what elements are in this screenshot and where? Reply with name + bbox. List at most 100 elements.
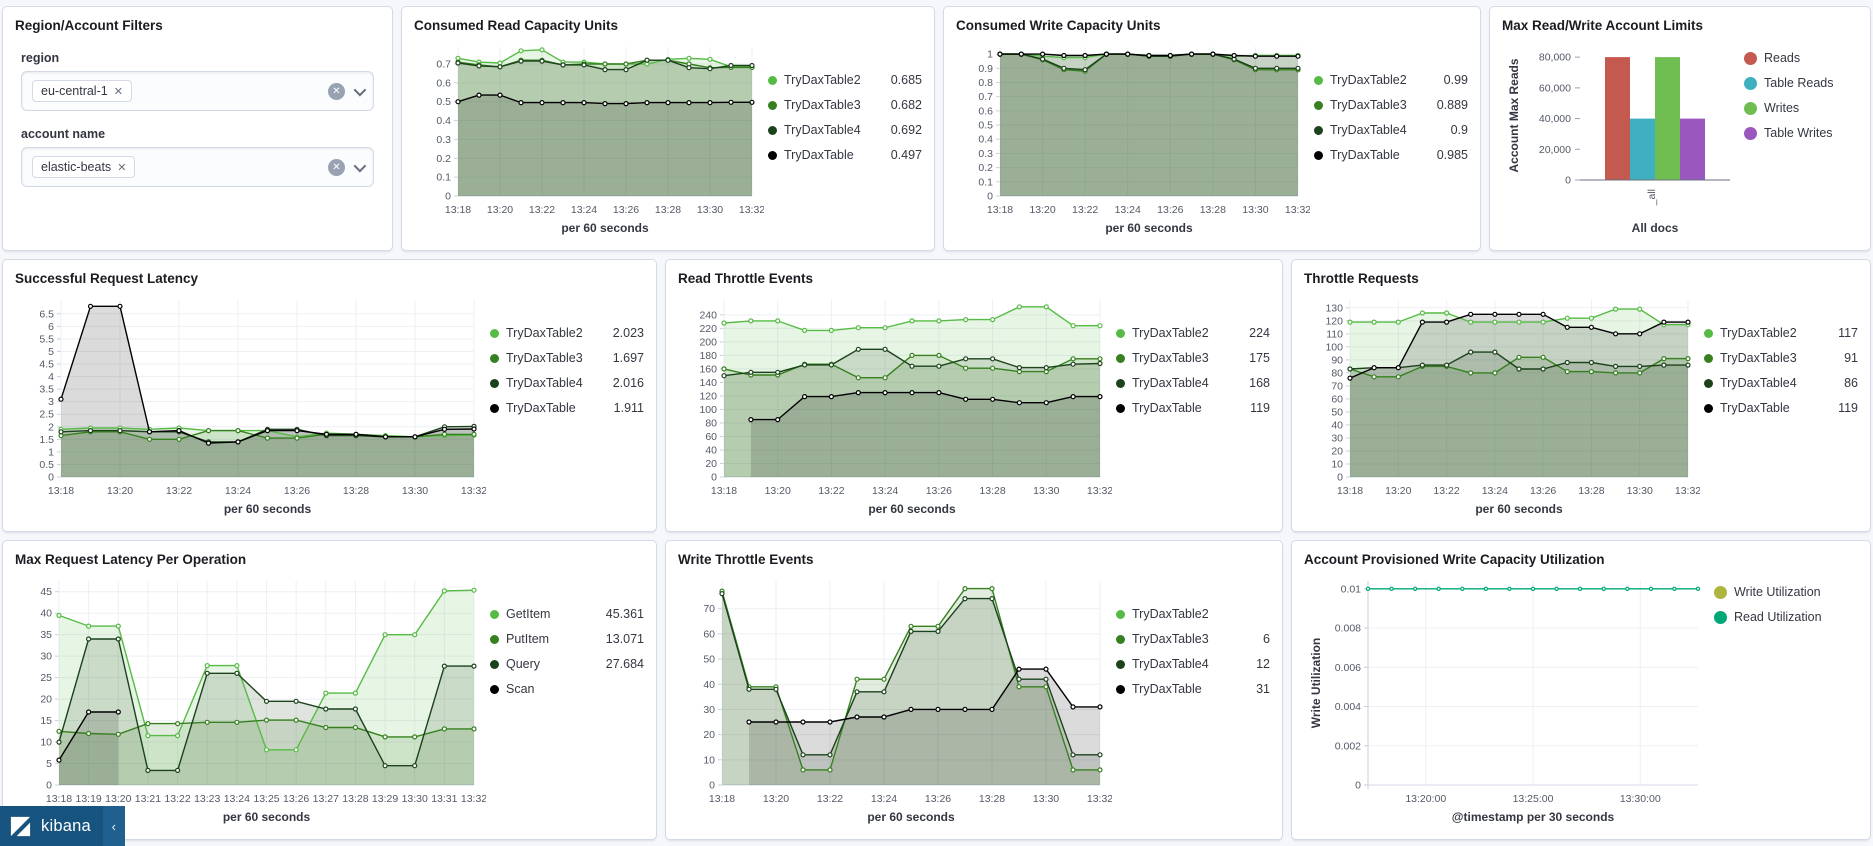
legend-item-trydaxtable[interactable]: TryDaxTable 1.911 [490,401,644,415]
legend-series-label: Writes [1764,101,1800,115]
legend-item-trydaxtable2[interactable]: TryDaxTable2 224 [1116,326,1270,340]
account-filter-chip[interactable]: elastic-beats ✕ [32,156,136,178]
svg-text:@timestamp per 30 seconds: @timestamp per 30 seconds [1452,810,1615,824]
clear-selection-icon[interactable]: ✕ [328,82,345,100]
svg-text:13:20: 13:20 [765,485,791,497]
legend-item-putitem[interactable]: PutItem 13.071 [490,632,644,646]
svg-text:80: 80 [1331,367,1343,379]
legend-item-trydaxtable4[interactable]: TryDaxTable4 2.016 [490,376,644,390]
svg-text:Write Utilization: Write Utilization [1309,638,1323,728]
region-filter-chip[interactable]: eu-central-1 ✕ [32,80,132,102]
successful-request-latency-chart[interactable]: 0 0.5 1 1.5 2 2.5 3 3.5 4 4.5 5 5.5 6 6.5 13:18 13:20 13… [15,288,486,521]
svg-text:130: 130 [1325,302,1343,314]
write-capacity-utilization-chart[interactable]: 0 0.002 0.004 0.006 0.008 0.01 13:20:00 13:25:0… [1304,569,1710,829]
svg-text:0: 0 [711,472,717,484]
chevron-down-icon[interactable] [353,159,367,172]
svg-text:5: 5 [48,346,54,358]
legend-series-label: Table Reads [1764,76,1834,90]
legend-item-reads[interactable]: Reads [1744,51,1858,65]
legend-series-label: TryDaxTable2 [506,326,583,340]
legend-item-trydaxtable3[interactable]: TryDaxTable3 0.682 [768,98,922,112]
svg-text:13:21: 13:21 [135,793,161,805]
clear-selection-icon[interactable]: ✕ [328,158,345,176]
svg-text:_all: _all [1646,189,1658,206]
chart-legend: GetItem 45.361 PutItem 13.071 Query 27.684 Sca… [486,569,644,829]
throttle-requests-chart[interactable]: 0 10 20 30 40 50 60 70 80 90 100 110 120 130 13:18 13:2… [1304,288,1700,521]
svg-text:13:18: 13:18 [987,204,1013,216]
legend-item-trydaxtable4[interactable]: TryDaxTable4 12 [1116,657,1270,671]
legend-item-trydaxtable2[interactable]: TryDaxTable2 [1116,607,1270,621]
legend-item-trydaxtable4[interactable]: TryDaxTable4 0.692 [768,123,922,137]
legend-item-trydaxtable[interactable]: TryDaxTable 119 [1704,401,1858,415]
legend-series-dot [490,328,499,338]
write-throttle-events-chart[interactable]: 0 10 20 30 40 50 60 70 13:18 13:20 13:22 13:24 13:26… [678,569,1112,829]
legend-item-table-reads[interactable]: Table Reads [1744,76,1858,90]
legend-item-trydaxtable4[interactable]: TryDaxTable4 86 [1704,376,1858,390]
legend-series-value: 0.497 [890,148,922,162]
read-throttle-events-chart[interactable]: 0 20 40 60 80 100 120 140 160 180 200 220 240 13:18 13… [678,288,1112,521]
legend-item-trydaxtable3[interactable]: TryDaxTable3 1.697 [490,351,644,365]
svg-text:120: 120 [699,390,717,402]
legend-series-label: TryDaxTable2 [1720,326,1797,340]
svg-text:0.3: 0.3 [978,148,993,160]
svg-text:13:26: 13:26 [1530,485,1556,497]
legend-series-label: TryDaxTable [1720,401,1790,415]
svg-text:1.5: 1.5 [39,434,54,446]
consumed-write-capacity-chart[interactable]: 0 0.1 0.2 0.3 0.4 0.5 0.6 0.7 0.8 0.9 1 13:18 13:20 1… [956,35,1310,240]
legend-item-read-utilization[interactable]: Read Utilization [1714,610,1858,624]
account-chip-label: elastic-beats [41,160,112,174]
legend-item-write-utilization[interactable]: Write Utilization [1714,585,1858,599]
legend-series-dot [1744,76,1757,90]
legend-item-trydaxtable[interactable]: TryDaxTable 119 [1116,401,1270,415]
svg-text:13:31: 13:31 [431,793,457,805]
legend-item-trydaxtable4[interactable]: TryDaxTable4 0.9 [1314,123,1468,137]
legend-series-label: TryDaxTable4 [1720,376,1797,390]
consumed-read-capacity-chart[interactable]: 0 0.1 0.2 0.3 0.4 0.5 0.6 0.7 13:18 13:20 13:22 13:… [414,35,764,240]
legend-series-label: Table Writes [1764,126,1833,140]
svg-text:13:28: 13:28 [1578,485,1604,497]
kibana-logo[interactable]: kibana [0,806,103,846]
legend-item-trydaxtable4[interactable]: TryDaxTable4 168 [1116,376,1270,390]
legend-item-trydaxtable3[interactable]: TryDaxTable3 0.889 [1314,98,1468,112]
svg-text:per 60 seconds: per 60 seconds [223,810,311,824]
legend-series-dot [1116,609,1125,619]
svg-text:13:26: 13:26 [925,793,951,805]
legend-item-trydaxtable2[interactable]: TryDaxTable2 0.99 [1314,73,1468,87]
legend-item-trydaxtable[interactable]: TryDaxTable 0.497 [768,148,922,162]
max-account-limits-chart[interactable]: 0 20,000 40,000 60,000 80,000 _all All docs Acc… [1502,35,1740,240]
svg-text:13:26: 13:26 [1157,204,1183,216]
svg-text:0: 0 [987,191,993,203]
legend-item-scan[interactable]: Scan [490,682,644,696]
chevron-down-icon[interactable] [353,83,367,96]
legend-series-label: Scan [506,682,535,696]
legend-item-trydaxtable2[interactable]: TryDaxTable2 0.685 [768,73,922,87]
legend-item-query[interactable]: Query 27.684 [490,657,644,671]
legend-item-trydaxtable3[interactable]: TryDaxTable3 91 [1704,351,1858,365]
svg-text:13:22: 13:22 [529,204,555,216]
collapse-sidebar-icon[interactable]: ‹ [102,806,125,846]
panel-title: Max Request Latency Per Operation [15,552,247,567]
region-filter-combobox[interactable]: eu-central-1 ✕ ✕ [21,71,374,111]
svg-text:0.1: 0.1 [436,172,451,184]
svg-text:13:18: 13:18 [445,204,471,216]
chip-remove-icon[interactable]: ✕ [117,161,127,174]
max-request-latency-chart[interactable]: 0 5 10 15 20 25 30 35 40 45 13:18 13:19 13:20 13:21 13… [15,569,486,829]
legend-item-trydaxtable3[interactable]: TryDaxTable3 175 [1116,351,1270,365]
chip-remove-icon[interactable]: ✕ [113,85,123,98]
panel-title: Account Provisioned Write Capacity Utili… [1304,552,1605,567]
legend-series-dot [490,659,499,669]
legend-series-dot [1116,403,1125,413]
legend-item-getitem[interactable]: GetItem 45.361 [490,607,644,621]
legend-item-trydaxtable2[interactable]: TryDaxTable2 117 [1704,326,1858,340]
legend-item-writes[interactable]: Writes [1744,101,1858,115]
legend-item-table-writes[interactable]: Table Writes [1744,126,1858,140]
account-filter-combobox[interactable]: elastic-beats ✕ ✕ [21,147,374,187]
legend-series-value: 13.071 [605,632,644,646]
legend-item-trydaxtable[interactable]: TryDaxTable 31 [1116,682,1270,696]
legend-item-trydaxtable[interactable]: TryDaxTable 0.985 [1314,148,1468,162]
kibana-nav-bar[interactable]: kibana ‹ [0,806,125,846]
legend-item-trydaxtable2[interactable]: TryDaxTable2 2.023 [490,326,644,340]
svg-text:0.01: 0.01 [1341,583,1362,595]
legend-item-trydaxtable3[interactable]: TryDaxTable3 6 [1116,632,1270,646]
svg-text:13:19: 13:19 [76,793,102,805]
